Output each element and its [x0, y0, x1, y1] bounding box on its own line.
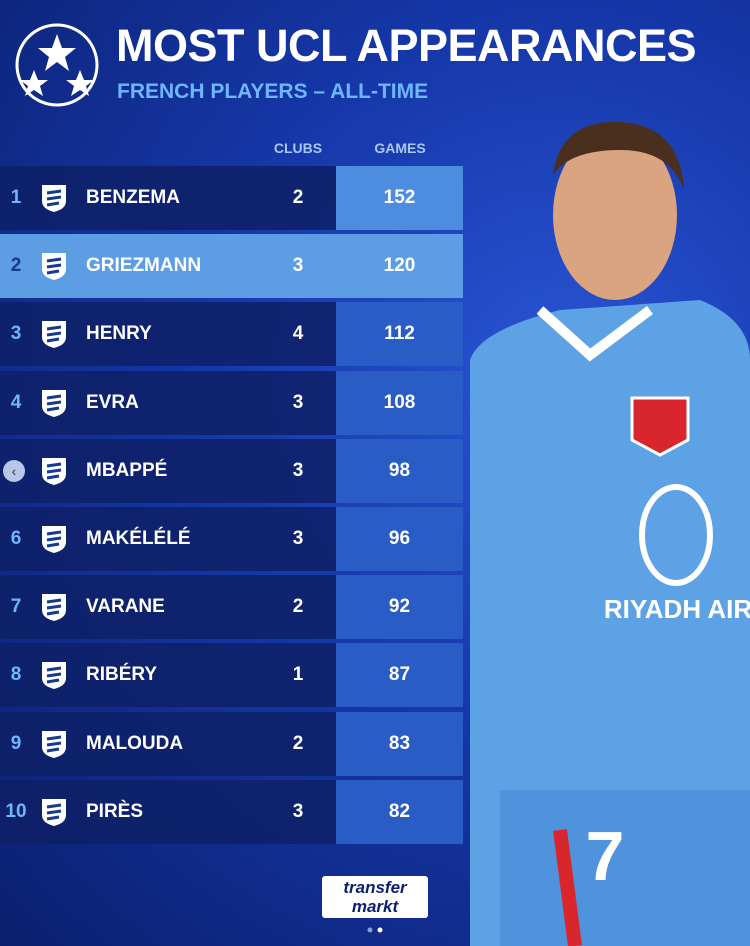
player-name: PIRÈS: [86, 800, 144, 822]
player-name: MBAPPÉ: [86, 459, 168, 481]
clubs: 3: [292, 800, 304, 822]
games-cell: [336, 302, 463, 367]
shirt-number: 7: [586, 817, 625, 895]
rank: 4: [10, 391, 22, 413]
rank: 10: [5, 800, 27, 822]
club-logo: [42, 594, 66, 622]
rank: 8: [10, 664, 22, 686]
table-row: 3 HENRY 4 112: [0, 302, 463, 367]
club-logo: [42, 321, 66, 349]
rank: 6: [10, 528, 22, 549]
club-logo: [42, 730, 66, 758]
club-logo: [42, 253, 66, 281]
player-name: BENZEMA: [86, 187, 180, 208]
club-logo: [42, 389, 66, 417]
clubs: 3: [292, 255, 304, 277]
clubs: 2: [292, 596, 304, 618]
games-cell: [336, 166, 463, 230]
player-name: EVRA: [86, 391, 139, 413]
column-header: GAMES: [374, 140, 426, 156]
games: 120: [383, 255, 416, 277]
table-row: 8 RIBÉRY 1 87: [0, 643, 463, 708]
back-button[interactable]: ‹: [3, 459, 25, 482]
player-name: MAKÉLÉLÉ: [86, 528, 191, 549]
games: 82: [388, 800, 411, 822]
rank: 1: [10, 187, 22, 208]
games: 87: [388, 664, 411, 686]
club-logo: [42, 457, 66, 485]
games-cell: [336, 779, 463, 844]
games-cell: [336, 438, 463, 503]
table-row: 7 VARANE 2 92: [0, 575, 463, 640]
table-row: 1 BENZEMA 2 152: [0, 166, 463, 230]
table-row: 10 PIRÈS 3 82: [0, 779, 463, 844]
clubs: 3: [292, 391, 304, 413]
games-cell: [336, 575, 463, 640]
games-cell: [336, 370, 463, 435]
page-dots: [367, 927, 383, 933]
player-name: VARANE: [86, 596, 165, 618]
title: MOST UCL APPEARANCES: [116, 20, 697, 71]
club-logo: [42, 185, 66, 212]
subtitle: FRENCH PLAYERS – ALL-TIME: [117, 80, 429, 103]
table-row: 9 MALOUDA 2 83: [0, 711, 463, 776]
shirt-text: RIYADH AIR: [604, 594, 750, 624]
column-header: CLUBS: [273, 140, 323, 156]
games-cell: [336, 643, 463, 708]
games: 83: [388, 732, 411, 754]
clubs: 3: [292, 459, 304, 481]
logo-text: markt: [351, 897, 399, 916]
games: 96: [388, 528, 411, 549]
rank: 2: [10, 255, 22, 277]
games-cell: [336, 507, 463, 571]
table-row: 6 MAKÉLÉLÉ 3 96: [0, 507, 463, 571]
games: 98: [388, 459, 411, 481]
games-cell: [336, 234, 463, 299]
rank: 3: [10, 323, 22, 345]
games: 92: [388, 596, 411, 618]
games: 152: [383, 187, 416, 208]
games: 108: [383, 391, 416, 413]
table-row: ‹ MBAPPÉ 3 98: [0, 438, 463, 503]
table-row: 4 EVRA 3 108: [0, 370, 463, 435]
clubs: 4: [292, 323, 304, 345]
player-name: HENRY: [86, 323, 152, 345]
table-row: 2 GRIEZMANN 3 120: [0, 234, 463, 299]
player-name: GRIEZMANN: [86, 255, 202, 277]
clubs: 2: [292, 187, 304, 208]
games: 112: [384, 323, 415, 345]
games-cell: [336, 711, 463, 776]
club-logo: [42, 662, 66, 690]
ucl-logo: [15, 23, 99, 107]
player-name: RIBÉRY: [86, 664, 158, 686]
club-logo: [42, 526, 66, 553]
rank: 9: [10, 732, 22, 754]
transfermarkt-logo: transfer markt: [322, 876, 428, 918]
rank: 7: [10, 596, 22, 618]
player-name: MALOUDA: [86, 732, 184, 754]
clubs: 2: [292, 732, 304, 754]
club-logo: [42, 798, 66, 826]
clubs: 1: [292, 664, 304, 686]
logo-text: transfer: [343, 878, 407, 897]
clubs: 3: [292, 528, 304, 549]
